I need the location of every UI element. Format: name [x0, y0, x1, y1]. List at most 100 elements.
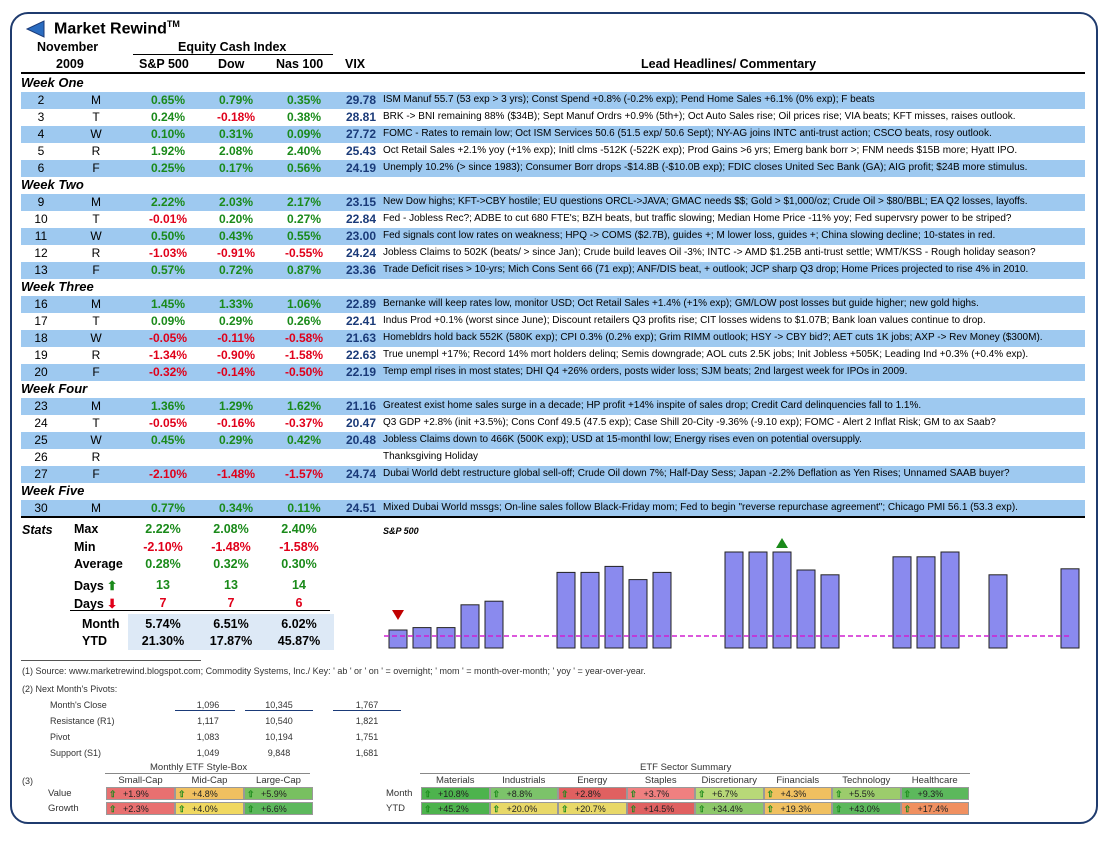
- nas100-change: 0.09%: [286, 127, 322, 141]
- day-number: 16: [34, 297, 48, 311]
- etf-row-label: Value: [48, 788, 72, 799]
- up-arrow-icon: ⇧: [247, 789, 255, 799]
- week-heading: Week Two: [21, 177, 84, 192]
- sp500-change: -0.01%: [148, 212, 188, 226]
- etf-cell: ⇧ +45.2%: [421, 802, 490, 815]
- etf-cell: ⇧ +4.8%: [175, 787, 244, 800]
- etf-cell-value: +10.8%: [438, 789, 469, 799]
- etf-column-header: Industrials: [502, 775, 546, 786]
- week-heading: Week Five: [21, 483, 85, 498]
- etf-cell: ⇧ +2.3%: [106, 802, 175, 815]
- chart-bar: [484, 600, 504, 649]
- vix-value: 25.43: [345, 144, 377, 158]
- headline-text: New Dow highs; KFT->CBY hostile; EU ques…: [383, 196, 1028, 207]
- etf-cell: ⇧ +20.7%: [558, 802, 627, 815]
- weekday: F: [92, 467, 100, 481]
- weekday: R: [91, 144, 101, 158]
- weekday: M: [91, 195, 101, 209]
- nas100-change: 0.38%: [286, 110, 322, 124]
- etf-cell: ⇧ +8.8%: [489, 787, 558, 800]
- pivot-value-nas: 1,767: [355, 700, 379, 710]
- table-row: 10 T -0.01% 0.20% 0.27% 22.84 Fed - Jobless Re…: [21, 211, 1085, 228]
- etf-cell-value: +17.4%: [917, 804, 949, 814]
- sp500-change: 0.50%: [150, 229, 186, 243]
- day-number: 10: [34, 212, 48, 226]
- weekday: M: [91, 501, 101, 515]
- vix-value: 22.19: [345, 365, 377, 379]
- pivot-value-dow: 10,540: [265, 716, 293, 726]
- up-arrow-icon: ⇧: [492, 789, 501, 799]
- weekday: W: [90, 127, 102, 141]
- pivot-value-nas: 1,681: [355, 748, 379, 758]
- stat-label-avg: Average: [74, 557, 123, 571]
- vix-value: 21.16: [345, 399, 377, 413]
- etf-cell: ⇧ +5.9%: [244, 787, 313, 800]
- chart-bar: [1060, 568, 1080, 649]
- etf-cell-value: +4.3%: [780, 789, 807, 799]
- up-arrow-icon: ⇧: [766, 789, 775, 799]
- day-number: 11: [34, 229, 48, 243]
- chart-bar: [940, 551, 960, 649]
- table-row: 16 M 1.45% 1.33% 1.06% 22.89 Bernanke will kee…: [21, 296, 1085, 313]
- pivot-value-dow: 10,194: [265, 732, 293, 742]
- headline-text: Oct Retail Sales +2.1% yoy (+1% exp); In…: [383, 145, 1018, 156]
- vix-value: 24.19: [345, 161, 377, 175]
- table-row: 30 M 0.77% 0.34% 0.11% 24.51 Mixed Dubai World…: [21, 500, 1085, 517]
- headline-text: Jobless Claims to 502K (beats/ > since J…: [383, 247, 1036, 258]
- stat-value-up-sp: 13: [156, 578, 170, 592]
- col-nas100: Nas 100: [276, 57, 324, 71]
- etf-cell: ⇧ +34.4%: [695, 802, 764, 815]
- chart-bar: [892, 556, 912, 649]
- pivot-label: Resistance (R1): [50, 716, 115, 726]
- weekday: T: [92, 314, 100, 328]
- dow-change: 2.08%: [218, 144, 254, 158]
- etf-cell: ⇧ +5.5%: [832, 787, 901, 800]
- day-number: 6: [37, 161, 45, 175]
- headline-text: Fed - Jobless Rec?; ADBE to cut 680 FTE'…: [383, 213, 1012, 224]
- sp500-change: 0.10%: [150, 127, 186, 141]
- etf-cell-value: +34.4%: [712, 804, 743, 814]
- up-arrow-icon: ⇧: [629, 804, 638, 814]
- etf-cell-value: +2.8%: [575, 789, 601, 799]
- pivot-value-dow: 9,848: [267, 748, 291, 758]
- nas100-change: -0.50%: [284, 365, 324, 379]
- day-number: 23: [34, 399, 48, 413]
- day-number: 13: [34, 263, 48, 277]
- nas100-change: -0.37%: [284, 416, 324, 430]
- pivot-value-dow: 10,345: [265, 700, 293, 710]
- dow-change: -0.14%: [216, 365, 256, 379]
- weekday: T: [92, 416, 100, 430]
- up-arrow-icon: ⇧: [109, 789, 117, 799]
- headline-text: Homebldrs hold back 552K (580K exp); CPI…: [383, 332, 1043, 343]
- up-arrow-icon: ⇧: [561, 789, 569, 799]
- weekday: M: [91, 297, 101, 311]
- stat-value-min-sp: -2.10%: [143, 540, 183, 554]
- etf-cell-value: +20.0%: [506, 804, 538, 814]
- table-row: 3 T 0.24% -0.18% 0.38% 28.81 BRK -> BNI remain…: [21, 109, 1085, 126]
- etf-cell: ⇧ +19.3%: [763, 802, 832, 815]
- sp500-change: 0.77%: [150, 501, 186, 515]
- stat-value-avg-sp: 0.28%: [145, 557, 181, 571]
- etf-cell: ⇧ +43.0%: [832, 802, 901, 815]
- vix-value: 20.48: [345, 433, 377, 447]
- table-row: 2 M 0.65% 0.79% 0.35% 29.78 ISM Manuf 55.7 (53…: [21, 92, 1085, 109]
- etf-column-header: Energy: [577, 775, 608, 786]
- stat-value-up-nas: 14: [292, 578, 306, 592]
- headline-text: Trade Deficit rises > 10-yrs; Mich Cons …: [383, 264, 1029, 275]
- stat-value-avg-dow: 0.32%: [213, 557, 249, 571]
- stat-label-text: Min: [74, 540, 96, 554]
- sp500-change: -0.05%: [148, 331, 188, 345]
- nas100-change: 0.87%: [286, 263, 322, 277]
- stat-value-min-nas: -1.58%: [279, 540, 319, 554]
- stat-value-ytd-nas: 45.87%: [277, 634, 321, 648]
- headline-text: Mixed Dubai World mssgs; On-line sales f…: [383, 502, 1018, 513]
- up-arrow-icon: ⇧: [629, 789, 638, 799]
- day-number: 26: [34, 450, 48, 464]
- vix-value: 22.84: [345, 212, 377, 226]
- vix-value: 24.24: [345, 246, 377, 260]
- etf-column-header: Healthcare: [911, 775, 958, 786]
- stat-label-text: YTD: [82, 634, 107, 648]
- etf-cell-value: +2.3%: [123, 804, 149, 814]
- vix-value: 23.36: [345, 263, 377, 277]
- stat-value-ytd-sp: 21.30%: [141, 634, 185, 648]
